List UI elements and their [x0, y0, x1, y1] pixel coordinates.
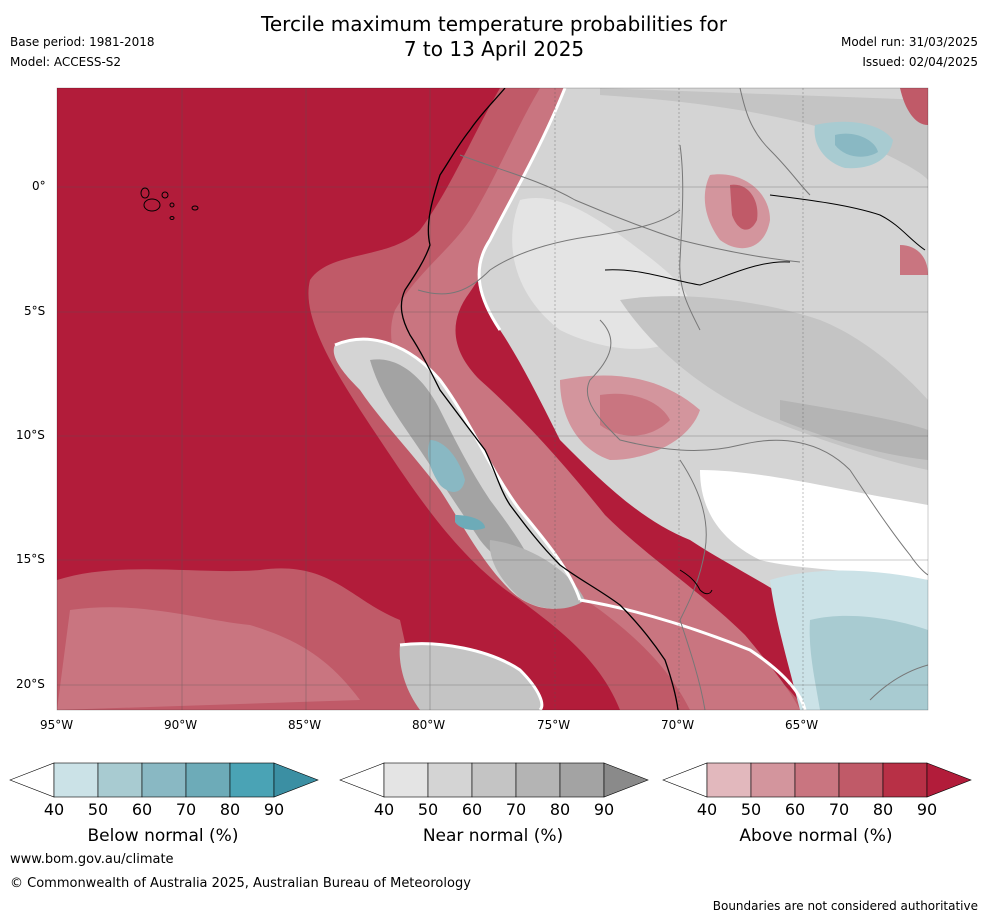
base-period: Base period: 1981-2018 [10, 35, 155, 49]
disclaimer-text: Boundaries are not considered authoritat… [712, 899, 978, 913]
lat-label-10s: 10°S [16, 428, 45, 442]
website-link[interactable]: www.bom.gov.au/climate [10, 852, 174, 867]
colorbar-tick-label: 90 [593, 800, 615, 819]
near-normal-east-dark [780, 400, 928, 460]
colorbar-label-below: Below normal (%) [87, 826, 239, 846]
colorbar-label-above: Above normal (%) [739, 826, 893, 846]
model-run: Model run: 31/03/2025 [840, 35, 978, 49]
above-normal-sw-inner [57, 607, 360, 710]
colorbar-tick-label: 50 [740, 800, 762, 819]
above-normal-patch-central-core [600, 393, 670, 436]
below-normal-coastal-patch [428, 440, 465, 492]
coastline [400, 88, 679, 710]
lon-label-65w: 65°W [785, 718, 819, 732]
lake-titicaca [679, 569, 713, 595]
colorbar-tick-label: 70 [175, 800, 197, 819]
colorbar-segment [882, 762, 928, 798]
copyright-text: © Commonwealth of Australia 2025, Austra… [10, 876, 471, 891]
above-normal-patch-ne [900, 88, 928, 125]
colorbar-segment [383, 762, 429, 798]
colorbar-above-normal [662, 762, 972, 798]
colorbar-tick-label: 60 [131, 800, 153, 819]
colorbar-extend-low [339, 762, 385, 798]
lat-label-15s: 15°S [16, 552, 45, 566]
header-right: Model run: 31/03/2025 Issued: 02/04/2025 [841, 32, 978, 72]
lat-label-0: 0° [32, 179, 46, 193]
lat-label-20s: 20°S [16, 677, 45, 691]
map-grid [57, 88, 928, 710]
galapagos-islands [140, 187, 199, 220]
lon-label-80w: 80°W [412, 718, 446, 732]
map-title: Tercile maximum temperature probabilitie… [0, 12, 988, 62]
colorbar-extend-high [273, 762, 319, 798]
colorbar-label-near: Near normal (%) [422, 826, 564, 846]
colorbars [9, 762, 972, 798]
colorbar-segment [53, 762, 99, 798]
issued-date: Issued: 02/04/2025 [862, 55, 978, 69]
below-normal-patch-se-inner [809, 615, 928, 710]
colorbar-tick-label: 40 [373, 800, 395, 819]
contour-outline-south [579, 598, 807, 710]
below-normal-coastal-small [455, 515, 485, 530]
lon-label-90w: 90°W [164, 718, 198, 732]
colorbar-segment [97, 762, 143, 798]
title-line-1: Tercile maximum temperature probabilitie… [261, 12, 727, 36]
below-normal-patch-north-core [835, 133, 878, 157]
header-left: Base period: 1981-2018 Model: ACCESS-S2 [10, 32, 155, 72]
colorbar-segment [141, 762, 187, 798]
coastal-band-1 [308, 88, 805, 710]
colorbar-extend-high [603, 762, 649, 798]
colorbar-segment [838, 762, 884, 798]
colorbar-tick-label: 80 [219, 800, 241, 819]
colorbar-near-normal [339, 762, 649, 798]
colorbar-tick-label: 40 [696, 800, 718, 819]
near-normal-sw-patch [399, 643, 542, 710]
colorbar-tick-label: 90 [263, 800, 285, 819]
colorbar-segment [471, 762, 517, 798]
colorbar-tick-label: 70 [505, 800, 527, 819]
country-borders [417, 88, 928, 710]
lat-label-5s: 5°S [24, 304, 46, 318]
colorbar-segment [559, 762, 605, 798]
lon-label-85w: 85°W [288, 718, 322, 732]
colorbar-tick-label: 60 [461, 800, 483, 819]
colorbar-extend-low [662, 762, 708, 798]
contour-outline-sw [399, 642, 544, 710]
lon-label-75w: 75°W [537, 718, 571, 732]
map-field [57, 88, 928, 710]
contour-outline-north [477, 88, 567, 331]
colorbar-tick-label: 80 [549, 800, 571, 819]
colorbar-extend-low [9, 762, 55, 798]
colorbar-below-normal [9, 762, 319, 798]
white-area-se [700, 470, 928, 580]
near-normal-coastal-south [489, 540, 585, 609]
colorbar-tick-label: 80 [872, 800, 894, 819]
colorbar-segment [794, 762, 840, 798]
colorbar-tick-label: 60 [784, 800, 806, 819]
title-line-2: 7 to 13 April 2025 [403, 37, 585, 61]
colorbar-segment [706, 762, 752, 798]
colorbar-segment [229, 762, 275, 798]
colorbar-segment [185, 762, 231, 798]
above-normal-patch-north-core [730, 184, 758, 230]
colorbar-tick-label: 90 [916, 800, 938, 819]
model-name: Model: ACCESS-S2 [10, 55, 122, 69]
colorbar-segment [750, 762, 796, 798]
colorbar-tick-label: 50 [417, 800, 439, 819]
maranon-river [604, 261, 791, 286]
colorbar-segment [515, 762, 561, 798]
map-frame [56, 87, 929, 711]
amazon-river [769, 194, 926, 251]
colorbar-tick-label: 50 [87, 800, 109, 819]
colorbar-segment [427, 762, 473, 798]
near-normal-north [600, 88, 928, 180]
lon-label-95w: 95°W [40, 718, 74, 732]
colorbar-extend-high [926, 762, 972, 798]
colorbar-tick-label: 70 [828, 800, 850, 819]
colorbar-tick-label: 40 [43, 800, 65, 819]
above-normal-patch-east [900, 245, 928, 275]
lon-label-70w: 70°W [661, 718, 695, 732]
